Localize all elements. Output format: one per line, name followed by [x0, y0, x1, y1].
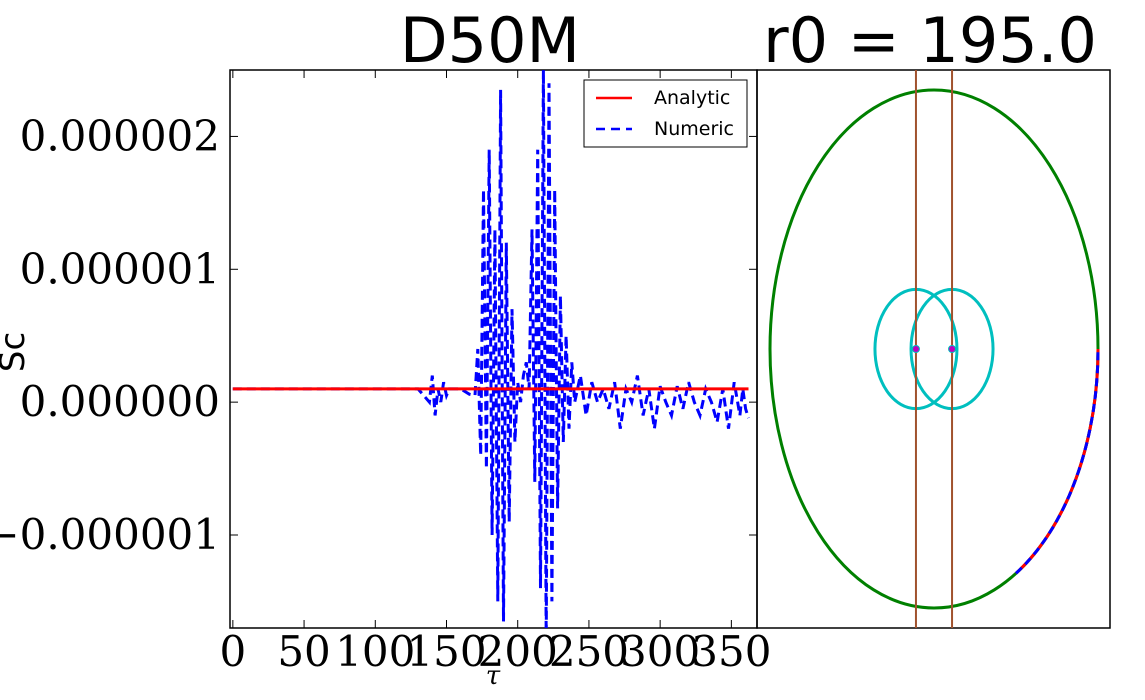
x-tick-label: 100 — [335, 627, 415, 676]
legend-label-analytic: Analytic — [654, 87, 730, 109]
y-tick-label: −0.000001 — [0, 510, 220, 559]
left-point — [911, 345, 920, 353]
x-axis-label: τ — [486, 661, 501, 691]
x-tick-label: 250 — [549, 627, 629, 676]
y-tick-label: 0.000002 — [20, 111, 220, 160]
series-numeric-line — [232, 70, 750, 628]
x-tick-label: 150 — [406, 627, 486, 676]
left-title: D50M — [400, 4, 580, 77]
left-series — [232, 70, 750, 628]
x-tick-label: 50 — [277, 627, 330, 676]
legend: Analytic Numeric — [583, 79, 748, 148]
right-plot-frame — [756, 69, 1111, 629]
x-tick-label: 0 — [219, 627, 246, 676]
right-series — [768, 70, 1100, 628]
legend-box — [583, 79, 748, 148]
y-tick-label: 0.000001 — [20, 244, 220, 293]
analytic-arc — [1014, 348, 1100, 575]
right-title: r0 = 195.0 — [763, 4, 1097, 77]
y-tick-label: 0.000000 — [20, 377, 220, 426]
legend-label-numeric: Numeric — [654, 118, 734, 140]
right-panel: r0 = 195.0 — [756, 4, 1111, 629]
outer-ellipse — [768, 88, 1100, 610]
numeric-arc — [1014, 348, 1100, 575]
x-tick-label: 350 — [691, 627, 771, 676]
y-axis-label: Sc — [0, 332, 33, 372]
x-tick-label: 300 — [620, 627, 700, 676]
x-tick-label: 200 — [478, 627, 558, 676]
y-ticks: −0.000001 0.000000 0.000001 0.000002 — [0, 111, 757, 559]
right-point — [948, 345, 957, 353]
